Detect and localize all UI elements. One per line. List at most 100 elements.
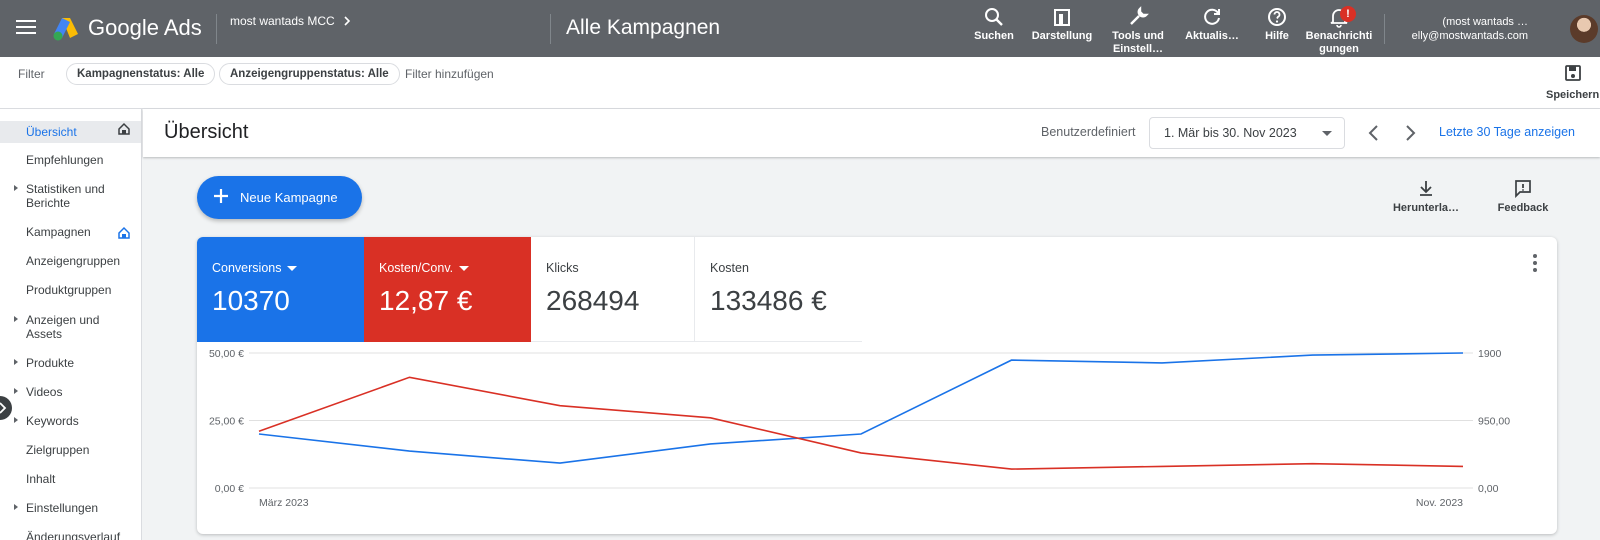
notifications-button[interactable]: ! Benachrichti gungen [1304,6,1374,56]
sidebar-item-recommendations[interactable]: Empfehlungen [0,153,141,167]
download-button[interactable]: Herunterla… [1390,178,1462,214]
title-bar: Übersicht Benutzerdefiniert 1. Mär bis 3… [143,109,1600,157]
chevron-right-icon [344,16,350,26]
sidebar-item-label: Empfehlungen [26,153,104,167]
sidebar-item-label: Keywords [26,414,79,428]
right-axis-tick-label: 950,00 [1478,416,1510,428]
feedback-button[interactable]: Feedback [1497,178,1549,214]
save-icon [1564,65,1581,81]
metric-cost[interactable]: Kosten 133486 € [695,237,862,342]
help-button[interactable]: Hilfe [1262,6,1292,43]
hamburger-menu-icon[interactable] [14,16,38,40]
tools-settings-button[interactable]: Tools und Einstell… [1108,6,1168,56]
caret-down-icon [459,265,470,271]
user-info[interactable]: (most wantads … elly@mostwantads.com [1412,15,1528,43]
google-ads-logo[interactable]: Google Ads [52,14,202,42]
next-period-button[interactable] [1398,121,1422,145]
more-options-icon[interactable] [1525,251,1545,275]
previous-period-button[interactable] [1362,121,1386,145]
appearance-button[interactable]: Darstellung [1030,6,1094,43]
top-bar: Google Ads most wantads MCC Alle Kampagn… [0,0,1600,57]
last-30-days-link[interactable]: Letzte 30 Tage anzeigen [1439,125,1575,139]
save-button[interactable]: Speichern [1546,63,1599,101]
account-name: most wantads MCC [230,14,335,28]
expand-arrow-icon [14,417,18,423]
appearance-label: Darstellung [1031,30,1093,42]
divider [1384,14,1385,44]
search-icon [985,8,1003,26]
sidebar-item-label: Inhalt [26,472,56,486]
divider [550,14,551,44]
right-axis-tick-label: 1900 [1478,348,1502,360]
divider [216,14,217,44]
sidebar-item-content[interactable]: Inhalt [0,472,141,486]
add-filter-button[interactable]: Filter hinzufügen [405,67,494,81]
metric-cost-per-conversion[interactable]: Kosten/Conv. 12,87 € [364,237,531,342]
tools-settings-label: Tools und Einstell… [1112,30,1164,55]
sidebar-item-product-groups[interactable]: Produktgruppen [0,283,141,297]
sidebar-collapse-button[interactable] [0,396,12,420]
metric-label: Kosten [710,261,749,275]
sidebar-item-campaigns[interactable]: Kampagnen [0,225,141,239]
left-axis-tick-label: 50,00 € [209,348,244,360]
help-icon [1268,8,1286,26]
save-label: Speichern [1546,89,1600,101]
feedback-label: Feedback [1497,202,1549,214]
page-title: Alle Kampagnen [566,16,721,39]
filter-label: Filter [18,67,45,81]
wrench-icon [1130,6,1149,25]
sidebar-item-label: Statistiken und Berichte [26,182,105,210]
series-line-conversions [258,352,1464,464]
notifications-label: Benachrichti gungen [1305,30,1373,55]
feedback-icon [1515,180,1531,198]
sidebar-item-audiences[interactable]: Zielgruppen [0,443,141,457]
series-line-cost-per-conversion [258,376,1464,470]
account-selector[interactable]: most wantads MCC [230,14,351,28]
sidebar-item-reports[interactable]: Statistiken und Berichte [0,182,141,210]
download-icon [1420,181,1432,196]
new-campaign-label: Neue Kampagne [240,190,338,205]
sidebar-item-overview[interactable]: Übersicht [0,121,141,143]
metric-label: Klicks [546,261,579,275]
sidebar-item-label: Übersicht [26,125,77,139]
sidebar-item-label: Videos [26,385,63,399]
filter-chip-adgroup-status[interactable]: Anzeigengruppenstatus: Alle [219,63,400,85]
left-axis-tick-label: 0,00 € [215,483,244,495]
right-axis-tick-label: 0,00 [1478,483,1499,495]
search-label: Suchen [974,30,1014,42]
refresh-icon [1204,8,1220,25]
metric-clicks[interactable]: Klicks 268494 [531,237,695,342]
sidebar-item-products[interactable]: Produkte [0,356,141,370]
sidebar-item-keywords[interactable]: Keywords [0,414,141,428]
sidebar-item-label: Anzeigen und Assets [26,313,100,341]
filter-bar: Filter Kampagnenstatus: Alle Anzeigengru… [0,57,1600,109]
metric-value: 10370 [212,285,290,316]
chevron-right-icon [0,402,7,414]
refresh-button[interactable]: Aktualis… [1185,6,1239,43]
performance-card: Conversions 10370 Kosten/Conv. 12,87 € K… [197,237,1557,534]
sidebar-item-ads-assets[interactable]: Anzeigen und Assets [0,313,141,341]
sidebar: Übersicht Empfehlungen Statistiken und B… [0,109,142,540]
metric-value: 133486 € [710,285,827,316]
sidebar-item-label: Produktgruppen [26,283,112,297]
metric-conversions[interactable]: Conversions 10370 [197,237,364,342]
refresh-label: Aktualis… [1185,30,1239,42]
notification-badge: ! [1340,6,1356,22]
expand-arrow-icon [14,504,18,510]
help-label: Hilfe [1265,30,1289,42]
x-axis-tick-label: Nov. 2023 [1416,497,1463,509]
sidebar-item-adgroups[interactable]: Anzeigengruppen [0,254,141,268]
sidebar-item-label: Anzeigengruppen [26,254,121,268]
avatar[interactable] [1570,15,1598,43]
expand-arrow-icon [14,359,18,365]
search-button[interactable]: Suchen [972,6,1016,43]
download-label: Herunterla… [1392,202,1460,214]
sidebar-item-settings[interactable]: Einstellungen [0,501,141,515]
expand-arrow-icon [14,185,18,191]
sidebar-item-videos[interactable]: Videos [0,385,141,399]
new-campaign-button[interactable]: Neue Kampagne [197,176,362,219]
date-range-dropdown[interactable]: 1. Mär bis 30. Nov 2023 [1149,117,1345,149]
overview-title: Übersicht [164,121,249,143]
sidebar-item-change-history[interactable]: Änderungsverlauf [0,530,141,540]
filter-chip-campaign-status[interactable]: Kampagnenstatus: Alle [66,63,216,85]
